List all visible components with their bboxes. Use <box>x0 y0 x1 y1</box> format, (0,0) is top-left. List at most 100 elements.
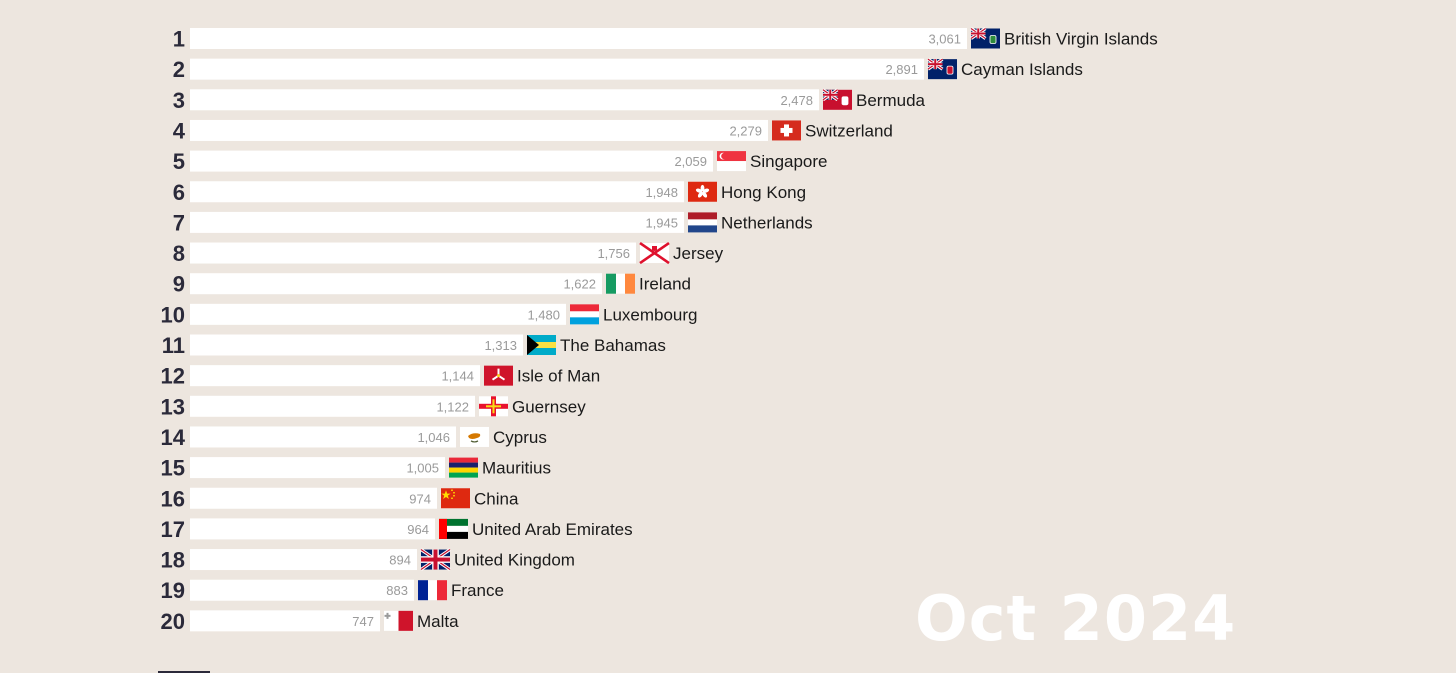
uk-flag <box>420 548 451 571</box>
rank-label: 3 <box>173 88 185 113</box>
country-label: United Arab Emirates <box>472 520 633 539</box>
bar <box>190 303 566 325</box>
value-label: 1,480 <box>527 307 560 322</box>
bar-row-19: 19 883 France <box>161 578 504 603</box>
malta-flag <box>384 610 413 631</box>
country-label: Hong Kong <box>721 183 806 202</box>
value-label: 894 <box>389 553 411 568</box>
bar-row-2: 2 2,891 Cayman Islands <box>173 57 1083 82</box>
bar-row-1: 1 3,061 British Virgin Islands <box>173 27 1158 52</box>
value-label: 2,478 <box>780 93 813 108</box>
bar <box>190 242 636 264</box>
singapore-flag <box>717 151 746 172</box>
value-label: 3,061 <box>928 32 961 47</box>
ireland-flag <box>606 273 635 294</box>
bar-row-9: 9 1,622 Ireland <box>173 272 691 297</box>
rank-label: 11 <box>162 333 185 358</box>
bar-row-7: 7 1,945 Netherlands <box>173 210 813 235</box>
guernsey-flag <box>479 396 508 417</box>
country-label: United Kingdom <box>454 551 575 570</box>
rank-label: 20 <box>161 609 185 634</box>
bar <box>190 549 417 571</box>
bar <box>190 273 602 295</box>
bar-row-12: 12 1,144 Isle of Man <box>161 364 601 389</box>
rank-label: 4 <box>173 118 186 143</box>
rank-label: 10 <box>161 302 185 327</box>
country-label: Malta <box>417 612 459 631</box>
rank-label: 9 <box>173 272 185 297</box>
rank-label: 5 <box>173 149 185 174</box>
country-label: Switzerland <box>805 121 893 140</box>
bar-row-6: 6 1,948 Hong Kong <box>173 180 806 205</box>
value-label: 964 <box>407 522 429 537</box>
bar-row-14: 14 1,046 Cyprus <box>161 425 547 450</box>
rank-label: 12 <box>161 364 185 389</box>
bar <box>190 211 684 233</box>
bar <box>190 334 523 356</box>
cyprus-flag <box>460 426 489 447</box>
rank-label: 1 <box>173 27 185 52</box>
bar <box>190 119 768 141</box>
value-label: 1,622 <box>563 277 596 292</box>
uae-flag <box>439 518 468 539</box>
bvi-flag <box>970 27 1000 49</box>
bottom-divider <box>158 671 210 673</box>
value-label: 1,046 <box>417 430 450 445</box>
rank-label: 18 <box>161 548 185 573</box>
bar <box>190 58 924 80</box>
country-label: British Virgin Islands <box>1004 30 1158 49</box>
mauritius-flag <box>449 457 478 478</box>
bar <box>190 487 437 509</box>
cayman-flag <box>927 57 957 80</box>
rank-label: 17 <box>161 517 185 542</box>
bar <box>190 28 967 49</box>
bar-row-17: 17 964 United Arab Emirates <box>161 517 633 542</box>
hong-kong-flag <box>688 181 717 202</box>
country-label: Cayman Islands <box>961 60 1083 79</box>
country-label: Luxembourg <box>603 305 698 324</box>
jersey-flag <box>639 241 670 265</box>
rank-label: 13 <box>161 394 185 419</box>
value-label: 1,122 <box>436 399 469 414</box>
rank-label: 7 <box>173 210 185 235</box>
value-label: 1,005 <box>406 461 439 476</box>
bar <box>190 89 819 111</box>
bar-row-10: 10 1,480 Luxembourg <box>161 302 698 327</box>
rank-label: 6 <box>173 180 185 205</box>
value-label: 883 <box>386 583 408 598</box>
rank-label: 2 <box>173 57 185 82</box>
bar-row-20: 20 747 Malta <box>161 609 460 634</box>
value-label: 2,891 <box>885 62 918 77</box>
bar <box>190 150 713 172</box>
bar-row-4: 4 2,279 Switzerland <box>173 118 893 143</box>
value-label: 974 <box>409 491 431 506</box>
bar <box>190 426 456 448</box>
country-label: China <box>474 489 519 508</box>
switzerland-flag <box>772 120 801 141</box>
netherlands-flag <box>688 212 717 233</box>
value-label: 1,313 <box>484 338 517 353</box>
bar <box>190 181 684 203</box>
country-label: Singapore <box>750 152 828 171</box>
bar <box>190 518 435 540</box>
value-label: 1,756 <box>597 246 630 261</box>
bar-row-8: 8 1,756 Jersey <box>173 241 724 266</box>
value-label: 2,279 <box>729 123 762 138</box>
china-flag <box>441 488 470 509</box>
rank-label: 19 <box>161 578 185 603</box>
bahamas-flag <box>527 335 556 355</box>
country-label: Ireland <box>639 275 691 294</box>
bar-row-13: 13 1,122 Guernsey <box>161 394 587 419</box>
value-label: 747 <box>352 614 374 629</box>
bar-row-15: 15 1,005 Mauritius <box>161 456 551 481</box>
country-label: France <box>451 581 504 600</box>
rank-label: 15 <box>161 456 185 481</box>
bar <box>190 365 480 387</box>
rank-label: 8 <box>173 241 185 266</box>
country-label: The Bahamas <box>560 336 666 355</box>
luxembourg-flag <box>570 304 599 325</box>
value-label: 1,945 <box>645 215 678 230</box>
period-label: Oct 2024 <box>915 582 1237 655</box>
